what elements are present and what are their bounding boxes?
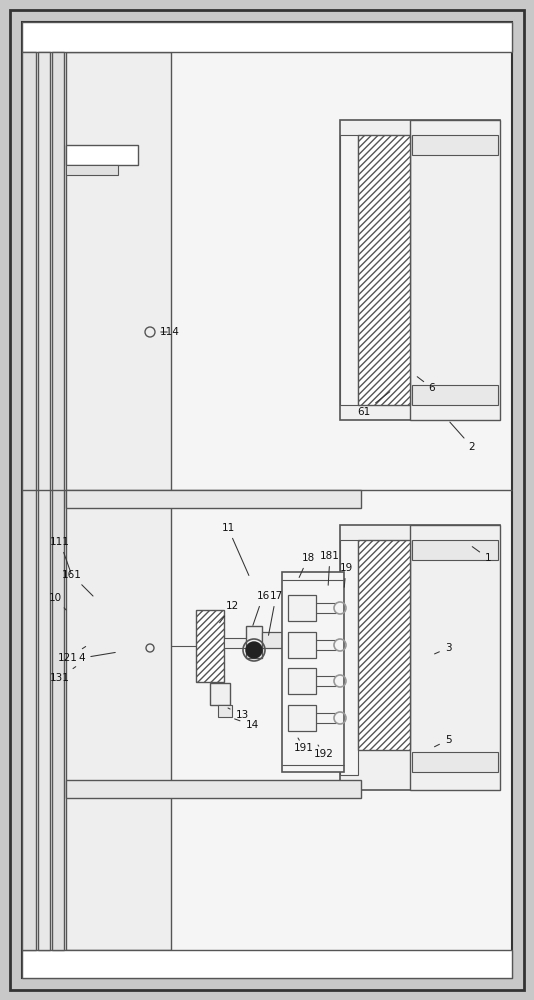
Bar xyxy=(66,780,361,798)
Bar xyxy=(340,135,358,405)
Bar xyxy=(412,385,498,405)
Text: 2: 2 xyxy=(450,422,475,452)
Bar xyxy=(224,638,262,648)
Text: 192: 192 xyxy=(314,745,334,759)
Bar xyxy=(340,525,500,790)
Text: 13: 13 xyxy=(228,708,249,720)
Bar xyxy=(66,490,361,508)
Bar xyxy=(246,626,262,658)
Bar xyxy=(66,52,171,950)
Bar xyxy=(288,668,316,694)
Bar xyxy=(340,120,500,420)
Bar xyxy=(358,540,410,750)
Text: 17: 17 xyxy=(269,591,282,635)
Text: 5: 5 xyxy=(435,735,451,747)
Text: 111: 111 xyxy=(50,537,71,573)
Text: 4: 4 xyxy=(78,652,115,663)
Bar xyxy=(288,595,316,621)
Bar xyxy=(210,683,230,705)
Text: 131: 131 xyxy=(50,667,76,683)
Bar xyxy=(340,540,358,775)
Text: 191: 191 xyxy=(294,738,314,753)
Text: 3: 3 xyxy=(435,643,451,654)
Text: 16: 16 xyxy=(253,591,270,625)
Bar xyxy=(412,135,498,155)
Text: 6: 6 xyxy=(417,377,435,393)
Text: 19: 19 xyxy=(340,563,352,587)
Text: 11: 11 xyxy=(222,523,249,575)
Text: 121: 121 xyxy=(58,647,85,663)
Text: 14: 14 xyxy=(234,719,258,730)
Text: 61: 61 xyxy=(357,392,390,417)
Bar xyxy=(358,135,410,405)
Bar xyxy=(22,950,512,978)
Bar xyxy=(66,165,118,175)
Bar xyxy=(288,705,316,731)
Bar xyxy=(410,525,500,790)
Text: 10: 10 xyxy=(49,593,66,610)
Bar xyxy=(218,705,232,717)
Text: 18: 18 xyxy=(299,553,315,577)
Bar xyxy=(288,632,316,658)
Bar xyxy=(38,52,50,950)
Text: 181: 181 xyxy=(320,551,340,585)
Text: 114: 114 xyxy=(160,327,180,337)
Bar xyxy=(22,22,512,52)
Text: 161: 161 xyxy=(62,570,93,596)
Bar xyxy=(410,120,500,420)
Bar xyxy=(22,52,36,950)
Circle shape xyxy=(246,642,262,658)
Bar xyxy=(262,632,282,648)
Bar xyxy=(282,572,344,772)
Bar xyxy=(412,540,498,560)
Bar xyxy=(412,752,498,772)
Bar xyxy=(66,145,138,165)
Text: 1: 1 xyxy=(472,547,491,563)
Text: 12: 12 xyxy=(219,601,239,623)
Bar xyxy=(52,52,64,950)
Bar xyxy=(196,610,224,682)
